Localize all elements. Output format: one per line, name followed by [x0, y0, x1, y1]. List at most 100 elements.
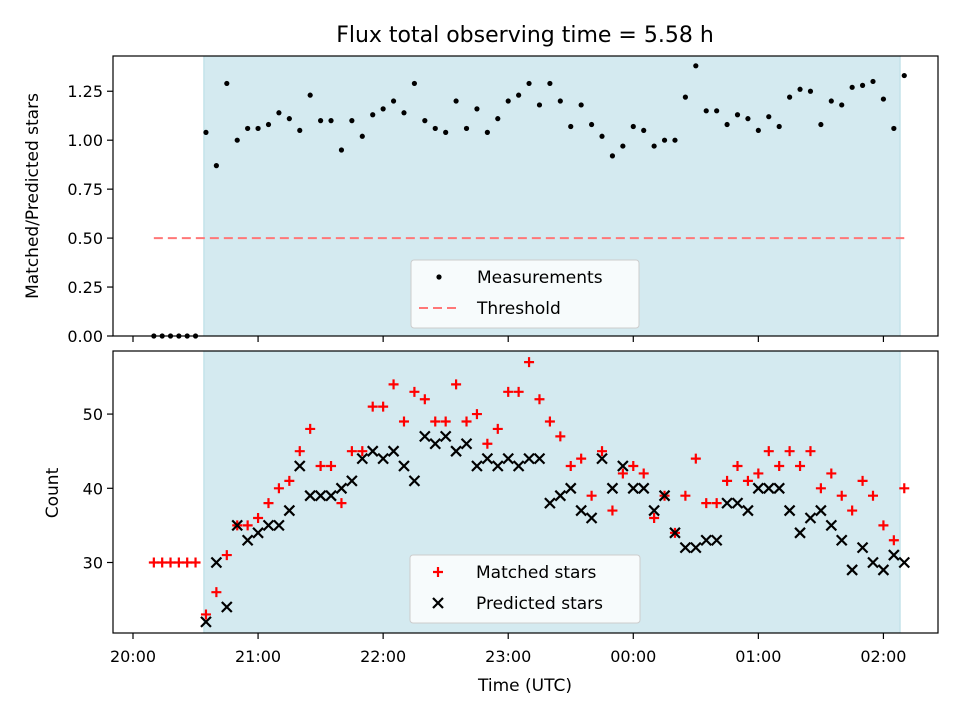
matched-star-point: [701, 498, 712, 509]
measurement-point: [234, 137, 240, 143]
predicted-star-point: [481, 452, 494, 465]
matched-star-point: [586, 490, 597, 501]
matched-star-point: [826, 468, 837, 479]
matched-star-point: [878, 520, 889, 531]
matched-star-point: [732, 461, 743, 472]
predicted-star-point: [752, 482, 765, 495]
predicted-star-point: [408, 475, 421, 487]
measurement-point: [807, 88, 814, 94]
measurement-point: [776, 123, 782, 130]
bottom-axes-frame: [112, 350, 939, 634]
y-tick-label: 50: [83, 405, 103, 424]
matched-star-point: [617, 468, 628, 479]
matched-star-point: [680, 490, 691, 501]
matched-star-point: [555, 431, 566, 442]
predicted-star-point: [471, 460, 483, 472]
matched-star-point: [649, 512, 660, 523]
matched-star-point: [628, 461, 639, 472]
matched-star-point: [357, 446, 368, 457]
measurement-point: [338, 147, 345, 153]
measurement-point: [682, 94, 688, 100]
measurement-point: [599, 133, 605, 139]
measurement-point: [661, 137, 668, 143]
matched-star-point: [774, 461, 785, 472]
matched-star-point: [888, 535, 899, 546]
y-tick-label: 1.25: [67, 82, 103, 101]
matched-star-point: [419, 394, 430, 405]
predicted-star-point: [283, 504, 296, 517]
measurement-point: [901, 72, 907, 79]
predicted-star-point: [304, 489, 316, 502]
measurement-point: [370, 112, 376, 118]
predicted-star-point: [241, 534, 254, 547]
predicted-star-point: [314, 489, 327, 502]
predicted-star-point: [356, 452, 369, 465]
predicted-star-point: [221, 601, 233, 613]
predicted-star-point: [564, 482, 577, 495]
predicted-star-point: [293, 460, 306, 472]
predicted-star-point: [523, 452, 535, 465]
matched-star-point: [471, 409, 482, 420]
matched-star-point: [524, 357, 535, 368]
top-y-axis-label: Matched/Predicted stars: [23, 93, 43, 299]
measurement-point: [818, 121, 824, 128]
matched-star-point: [294, 446, 305, 457]
predicted-star-point: [856, 541, 869, 554]
matched-star-point: [273, 483, 284, 494]
matched-star-point: [451, 379, 462, 390]
matched-star-point: [263, 498, 274, 509]
matched-star-point: [346, 446, 357, 457]
measurement-point: [859, 82, 866, 88]
matched-star-point: [200, 609, 211, 620]
x-tick-label: 02:00: [860, 647, 906, 666]
predicted-star-point: [721, 497, 733, 509]
matched-star-point: [836, 490, 847, 501]
measurement-point: [849, 84, 855, 90]
predicted-star-point: [825, 519, 838, 532]
measurement-point: [568, 123, 574, 130]
matched-star-point: [148, 557, 159, 568]
measurement-point: [245, 125, 251, 132]
measurement-point: [870, 78, 876, 85]
y-tick-label: 0.00: [67, 327, 103, 346]
predicted-star-point: [846, 564, 858, 576]
measurement-point: [453, 98, 459, 104]
measurement-point: [359, 133, 365, 139]
y-tick-label: 1.00: [67, 131, 103, 150]
matched-star-point: [242, 520, 253, 531]
measurement-point: [286, 116, 292, 122]
matched-star-point: [326, 461, 337, 472]
predicted-star-point: [700, 534, 713, 547]
matched-star-point: [284, 475, 295, 486]
measurement-point: [557, 98, 563, 104]
measurement-point: [516, 92, 522, 98]
predicted-star-point: [596, 452, 608, 465]
chart-title: Flux total observing time = 5.58 h: [336, 23, 714, 48]
predicted-star-point: [325, 489, 337, 502]
measurement-point: [766, 114, 772, 120]
x-tick-label: 22:00: [360, 647, 406, 666]
predicted-star-point: [231, 519, 244, 532]
measurement-point: [307, 92, 313, 98]
matched-star-point: [805, 446, 816, 457]
measurement-point: [578, 102, 584, 108]
matched-star-point: [742, 475, 753, 486]
measurement-point: [651, 143, 657, 149]
predicted-star-point: [460, 437, 473, 450]
predicted-star-point: [585, 512, 598, 524]
measurement-point: [349, 118, 355, 124]
matched-star-point: [857, 475, 868, 486]
matched-star-point: [315, 461, 326, 472]
measurement-point: [526, 80, 532, 87]
matched-star-point: [182, 557, 193, 568]
x-tick-label: 23:00: [485, 647, 531, 666]
predicted-star-point: [200, 616, 212, 628]
measurement-point: [588, 121, 595, 128]
predicted-star-point: [835, 534, 848, 547]
measurement-point: [693, 63, 699, 69]
matched-star-point: [763, 446, 774, 457]
x-tick-label: 00:00: [610, 647, 656, 666]
predicted-star-point: [419, 430, 431, 443]
legend-matched-swatch: [433, 567, 443, 577]
measurement-point: [734, 112, 741, 118]
